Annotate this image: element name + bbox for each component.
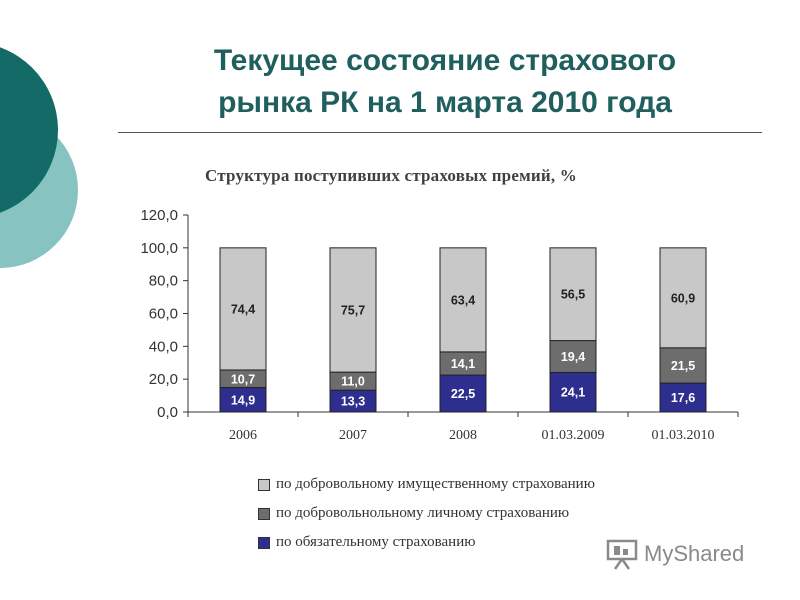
legend-label: по обязательному страхованию [276, 534, 476, 550]
legend-item-voluntary-property: по добровольному имущественному страхова… [258, 470, 595, 499]
presentation-board-icon [606, 539, 638, 570]
data-label: 19,4 [561, 350, 585, 364]
x-tick-label: 2007 [339, 428, 367, 443]
title-divider [118, 132, 762, 133]
legend-item-mandatory: по обязательному страхованию [258, 528, 595, 557]
legend-swatch [258, 507, 270, 520]
bar-segment [659, 382, 707, 413]
x-tick-label: 2006 [229, 428, 257, 443]
data-label: 14,9 [231, 393, 255, 407]
bar-segment [659, 247, 707, 349]
bar-segment [549, 247, 597, 342]
y-tick-label: 100,0 [140, 240, 178, 257]
slide-title-line-2: рынка РК на 1 марта 2010 года [218, 86, 672, 119]
data-label: 21,5 [671, 359, 695, 373]
chart-title: Структура поступивших страховых премий, … [205, 166, 577, 185]
x-tick-label: 01.03.2010 [652, 428, 715, 443]
chart-legend: по добровольному имущественному страхова… [258, 470, 595, 557]
data-label: 17,6 [671, 391, 695, 405]
data-label: 24,1 [561, 386, 585, 400]
slide-title-line-1: Текущее состояние страхового [213, 44, 677, 77]
data-label: 22,5 [451, 387, 475, 401]
x-tick-label: 2008 [449, 428, 477, 443]
dark-circle [0, 47, 58, 213]
y-tick-label: 20,0 [149, 371, 178, 388]
y-tick-label: 80,0 [149, 273, 178, 290]
data-label: 74,4 [231, 302, 255, 316]
bar-segment [439, 374, 487, 413]
x-tick-label: 01.03.2009 [542, 428, 605, 443]
data-label: 11,0 [341, 375, 365, 389]
y-tick-label: 60,0 [149, 306, 178, 323]
watermark-text: MyShared [644, 541, 745, 566]
bar-segment [329, 247, 377, 373]
y-tick-label: 120,0 [140, 207, 178, 224]
legend-label: по добровольнольному личному страхованию [276, 505, 570, 521]
bar-segment [219, 247, 267, 371]
data-label: 14,1 [451, 357, 475, 371]
data-label: 10,7 [231, 372, 255, 386]
bar-segment [219, 387, 267, 413]
data-label: 13,3 [341, 395, 365, 409]
data-label: 56,5 [561, 288, 585, 302]
legend-label: по добровольному имущественному страхова… [276, 476, 595, 492]
data-label: 75,7 [341, 303, 365, 317]
decorative-circles [0, 47, 78, 268]
bar-segment [439, 247, 487, 353]
data-label: 63,4 [451, 293, 475, 307]
legend-item-voluntary-personal: по добровольнольному личному страхованию [258, 499, 595, 528]
y-tick-label: 0,0 [157, 404, 178, 421]
watermark: MyShared [606, 538, 744, 570]
slide-title: Текущее состояние страхового рынка РК на… [110, 40, 780, 124]
legend-swatch [258, 478, 270, 491]
legend-swatch [258, 536, 270, 549]
data-label: 60,9 [671, 291, 695, 305]
bar-segment [659, 347, 707, 384]
y-tick-label: 40,0 [149, 338, 178, 355]
